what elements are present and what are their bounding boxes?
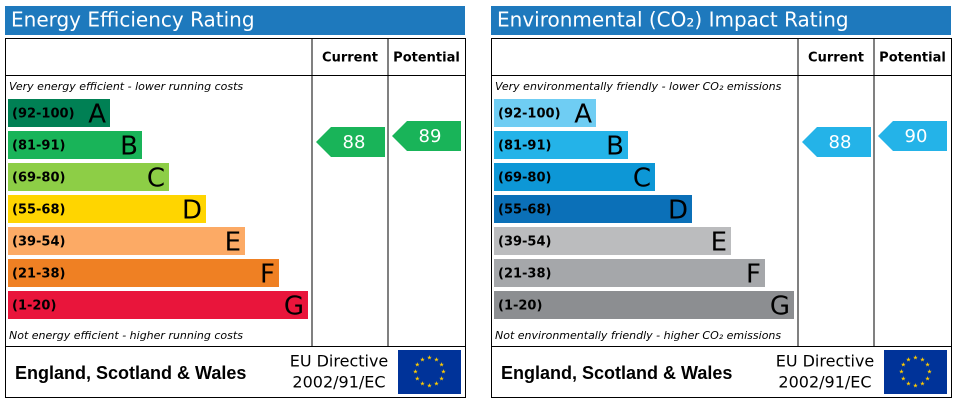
eu-star: ★ [901,376,906,383]
band-letter: C [147,164,165,194]
column-header: Current [808,51,864,66]
band-range: (39-54) [498,235,551,250]
band-range: (81-91) [498,139,551,154]
band-bar [494,131,628,159]
band-bar [494,259,765,287]
rating-value: 88 [343,132,366,153]
eu-star: ★ [899,369,904,376]
panel-title: Energy Efficiency Rating [11,8,255,32]
band-bar [494,227,731,255]
band-bar [8,291,308,319]
band-bar [8,163,169,191]
frame [5,38,466,398]
band-range: (21-38) [498,267,551,282]
band-bar [494,195,692,223]
band-letter: E [711,228,727,258]
column-header: Current [322,51,378,66]
band-range: (55-68) [12,203,65,218]
band-range: (69-80) [498,171,551,186]
eu-star: ★ [439,376,444,383]
eu-star: ★ [427,355,432,362]
eu-star: ★ [925,362,930,369]
eu-star: ★ [441,369,446,376]
band-range: (55-68) [498,203,551,218]
band-bar [8,227,245,255]
rating-arrow [802,127,871,157]
eu-star: ★ [906,381,911,388]
band-bar [8,131,142,159]
rating-panel: Energy Efficiency Rating Current Potential… [5,6,466,398]
bottom-note: Not environmentally friendly - higher CO… [495,329,781,342]
band-letter: A [574,100,592,130]
eu-star: ★ [439,362,444,369]
frame [491,38,952,398]
band-range: (21-38) [12,267,65,282]
eu-star: ★ [420,356,425,363]
band-letter: D [668,196,688,226]
footer-region: England, Scotland & Wales [501,363,732,383]
band-range: (1-20) [498,299,542,314]
eu-star: ★ [413,369,418,376]
eu-star: ★ [420,381,425,388]
band-letter: B [120,132,138,162]
eu-star: ★ [920,381,925,388]
band-bar [8,259,279,287]
band-range: (81-91) [12,139,65,154]
eu-star: ★ [925,376,930,383]
footer-directive: EU Directive [290,352,389,371]
band-letter: F [746,260,761,290]
band-letter: C [633,164,651,194]
rating-panel: Environmental (CO₂) Impact Rating Current… [491,6,952,398]
top-note: Very environmentally friendly - lower CO… [495,80,782,93]
band-letter: F [260,260,275,290]
eu-star: ★ [906,356,911,363]
eu-star: ★ [920,356,925,363]
band-bar [8,99,110,127]
rating-arrow [392,121,461,151]
footer-region: England, Scotland & Wales [15,363,246,383]
band-letter: D [182,196,202,226]
band-range: (1-20) [12,299,56,314]
band-bar [8,195,206,223]
column-header: Potential [393,51,460,66]
band-bar [494,163,655,191]
band-letter: A [88,100,106,130]
band-letter: G [284,292,304,322]
eu-star: ★ [434,381,439,388]
band-bar [494,99,596,127]
rating-value: 89 [419,126,442,147]
eu-star: ★ [427,383,432,390]
eu-star: ★ [927,369,932,376]
title-bar [5,6,465,35]
bottom-note: Not energy efficient - higher running co… [9,329,243,342]
band-letter: G [770,292,790,322]
eu-flag [884,350,947,394]
band-bar [494,291,794,319]
rating-value: 90 [905,126,928,147]
title-bar [491,6,951,35]
eu-star: ★ [901,362,906,369]
band-range: (92-100) [498,107,561,122]
band-range: (39-54) [12,235,65,250]
eu-star: ★ [415,376,420,383]
panel-title: Environmental (CO₂) Impact Rating [497,8,849,32]
band-range: (92-100) [12,107,75,122]
band-range: (69-80) [12,171,65,186]
eu-star: ★ [913,383,918,390]
eu-star: ★ [434,356,439,363]
rating-arrow [316,127,385,157]
eu-star: ★ [415,362,420,369]
rating-value: 88 [829,132,852,153]
eu-flag [398,350,461,394]
band-letter: E [225,228,241,258]
column-header: Potential [879,51,946,66]
rating-arrow [878,121,947,151]
footer-directive: EU Directive [776,352,875,371]
footer-code: 2002/91/EC [292,373,385,392]
top-note: Very energy efficient - lower running co… [9,80,243,93]
band-letter: B [606,132,624,162]
footer-code: 2002/91/EC [778,373,871,392]
eu-star: ★ [913,355,918,362]
